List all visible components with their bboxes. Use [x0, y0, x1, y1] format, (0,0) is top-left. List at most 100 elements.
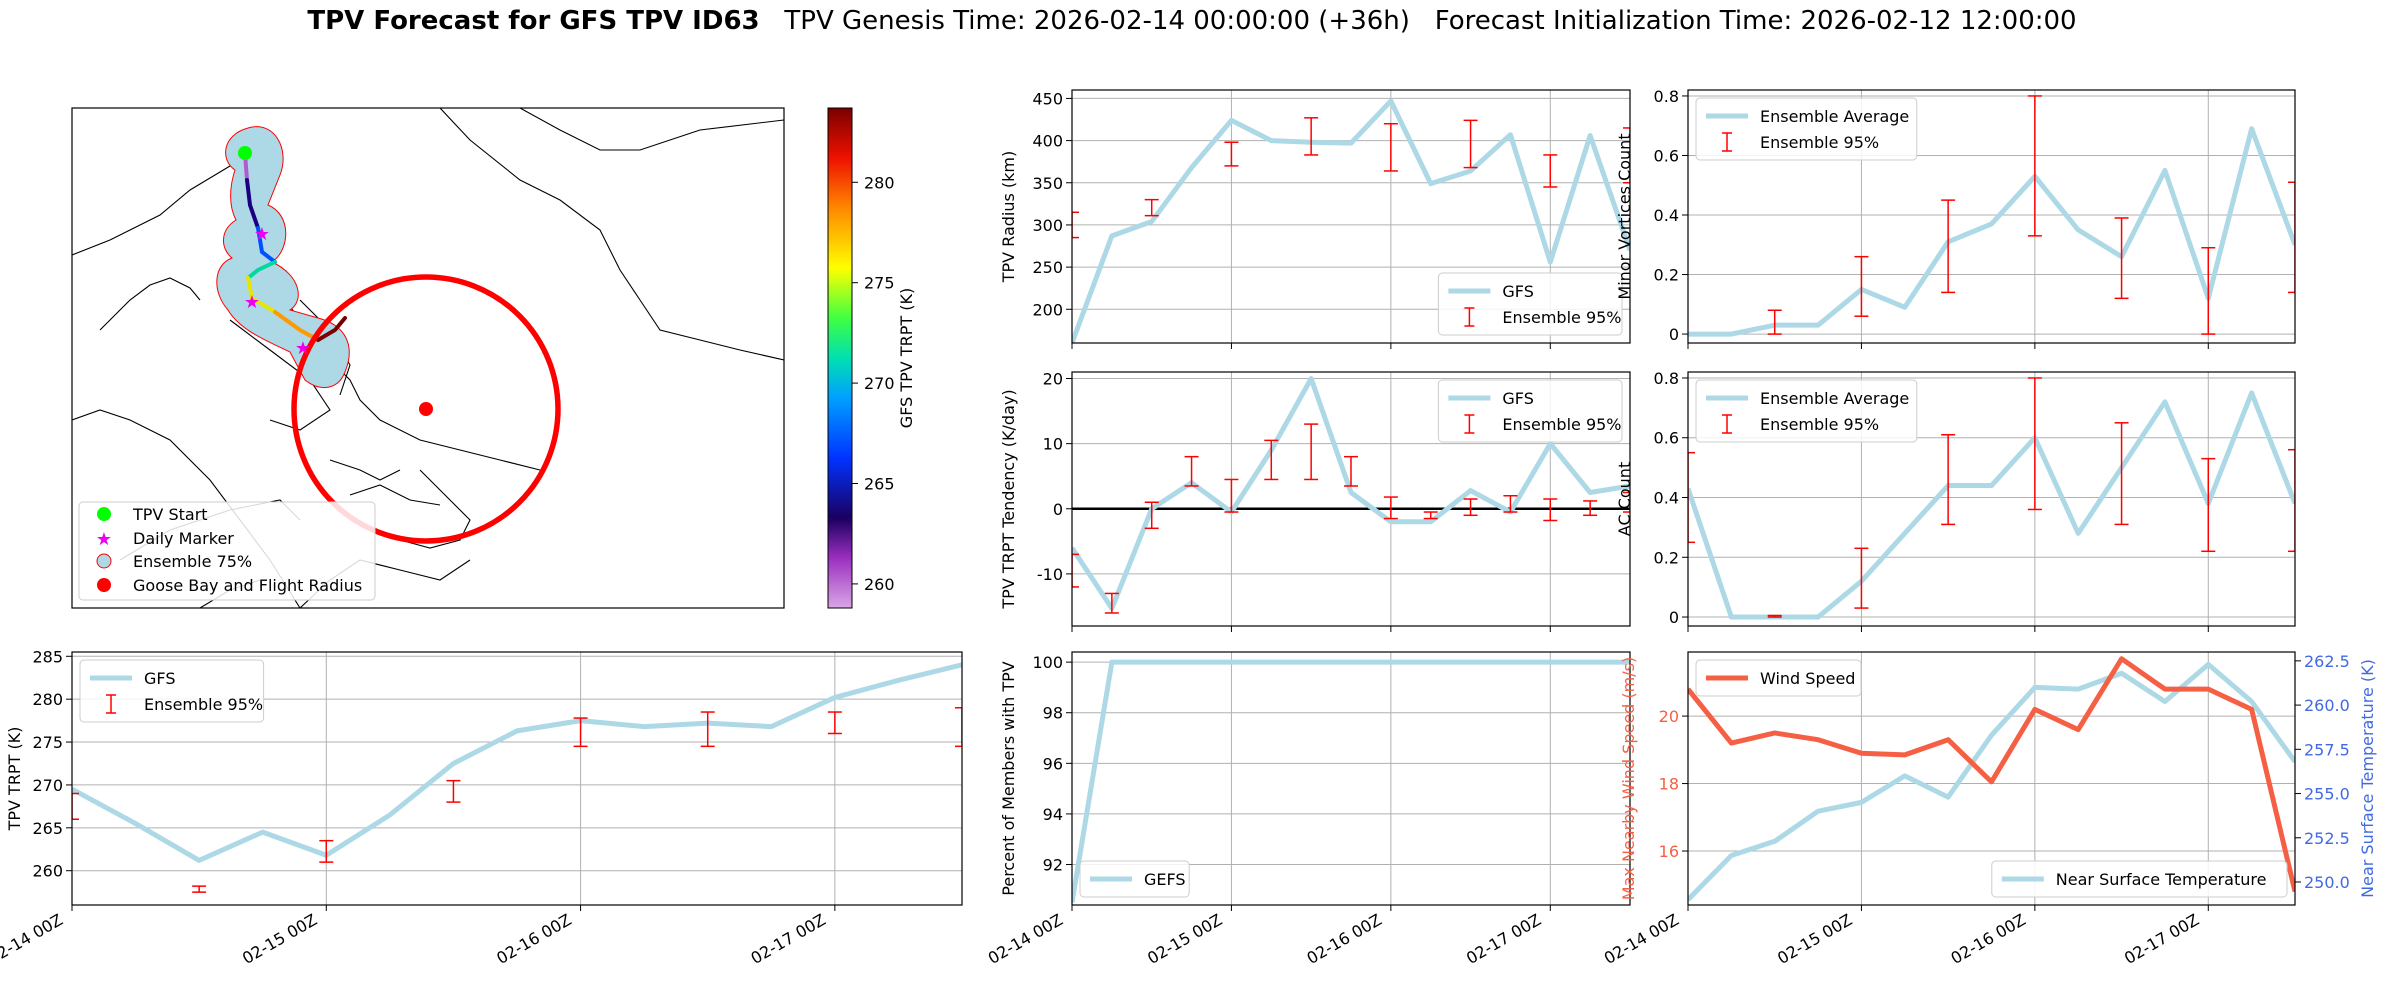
y-axis-label: TPV TRPT Tendency (K/day) [999, 389, 1018, 609]
x-tick-label: 02-14 00Z [1601, 910, 1682, 968]
chart-legend: Wind Speed [1695, 659, 1862, 697]
y-tick-label: 0 [1053, 500, 1063, 519]
x-tick-label: 02-15 00Z [1774, 910, 1855, 968]
chart-legend-box [1079, 860, 1190, 898]
figure-title-rest: TPV Genesis Time: 2026-02-14 00:00:00 (+… [759, 6, 2077, 36]
y-tick-label: 0.6 [1654, 429, 1679, 448]
legend-label: GFS [1502, 282, 1533, 301]
legend-label: GFS [144, 669, 175, 688]
flight-radius-circle [291, 274, 561, 544]
y-tick-label: 0.2 [1654, 266, 1679, 285]
y-tick-label: 265 [32, 819, 63, 838]
y-axis-label: Percent of Members with TPV [999, 661, 1018, 895]
chart-legend: Near Surface Temperature [1991, 860, 2288, 898]
legend-label: Ensemble 95% [1502, 308, 1621, 327]
y-axis-label: TPV TRPT (K) [5, 727, 24, 832]
chart-legend-box [1695, 97, 1918, 161]
y-tick-label: 92 [1043, 856, 1063, 875]
plot-frame [1687, 89, 2296, 344]
y-tick-label: 285 [32, 647, 63, 666]
y2-tick-label: 262.5 [2304, 652, 2350, 671]
colorbar-tick-label: 270 [864, 374, 895, 393]
y-tick-label: 0 [1669, 608, 1679, 627]
y-tick-label: -10 [1037, 565, 1063, 584]
y-tick-label: 0.6 [1654, 146, 1679, 165]
y-tick-label: 0 [1669, 325, 1679, 344]
daily-marker-star: ★ [254, 224, 270, 245]
y-tick-label: 450 [1032, 89, 1063, 108]
y-tick-label: 16 [1659, 842, 1679, 861]
chart-minor: 0 0.2 0.4 0.6 0.8 Minor Vortices Count Ensembl… [1615, 87, 2296, 349]
plot-content [1688, 377, 2295, 620]
y-tick-label: 350 [1032, 174, 1063, 193]
colorbar: 260 265 270 275 280 GFS TPV TRPT (K) [827, 107, 916, 609]
x-tick-label: 02-16 00Z [1304, 910, 1385, 968]
plot-content [1688, 656, 2295, 902]
chart-legend: Ensemble Average Ensemble 95% [1695, 97, 1918, 161]
y-tick-label: 100 [1032, 653, 1063, 672]
y2-tick-label: 250.0 [2304, 873, 2350, 892]
chart-legend: GFS Ensemble 95% [1437, 272, 1623, 336]
map-panel: ★ ★ ★ TPV Start ★ Daily Marker Ensemble … [71, 107, 916, 609]
legend-start-label: TPV Start [132, 505, 208, 524]
x-tick-label: 02-16 00Z [1948, 910, 2029, 968]
y-tick-label: 20 [1043, 370, 1063, 389]
y-axis-label: AC Count [1615, 462, 1634, 536]
y-tick-label: 0.8 [1654, 369, 1679, 388]
legend-label: Ensemble 95% [1502, 415, 1621, 434]
x-tick-label: 02-14 00Z [985, 910, 1066, 968]
x-tick-label: 02-15 00Z [239, 910, 320, 968]
y-tick-label: 96 [1043, 754, 1063, 773]
y-tick-label: 250 [1032, 258, 1063, 277]
chart-legend: Ensemble Average Ensemble 95% [1695, 379, 1918, 443]
chart-legend: GFS Ensemble 95% [79, 659, 265, 723]
y-tick-label: 10 [1043, 435, 1063, 454]
plot-content [72, 662, 962, 893]
legend-ensemble-label: Ensemble 75% [133, 552, 252, 571]
colorbar-ticks: 260 265 270 275 280 [852, 173, 895, 594]
y-tick-label: 20 [1659, 707, 1679, 726]
tpv-start-dot [238, 146, 252, 160]
plot-frame [71, 651, 963, 906]
y2-tick-label: 255.0 [2304, 785, 2350, 804]
x-tick-label: 02-15 00Z [1144, 910, 1225, 968]
x-tick-label: 02-17 00Z [2121, 910, 2202, 968]
y-axis-label: Max Nearby Wind Speed (m/s) [1619, 657, 1638, 900]
y2-axis-label: Near Surface Temperature (K) [2358, 659, 2377, 898]
map-legend-box [78, 501, 376, 601]
y-tick-label: 98 [1043, 704, 1063, 723]
chart-legend-box [1695, 659, 1862, 697]
daily-marker-star: ★ [244, 292, 260, 313]
legend-goose-label: Goose Bay and Flight Radius [133, 576, 362, 595]
legend-label: Near Surface Temperature [2056, 870, 2267, 889]
chart-legend-box [1695, 379, 1918, 443]
y-tick-label: 275 [32, 733, 63, 752]
chart-legend: GEFS [1079, 860, 1190, 898]
y-tick-label: 94 [1043, 805, 1063, 824]
y-tick-label: 0.2 [1654, 548, 1679, 567]
y-tick-label: 400 [1032, 132, 1063, 151]
plot-frame [1071, 89, 1631, 344]
plot-frame [1071, 371, 1631, 627]
x-tick-label: 02-17 00Z [1463, 910, 1544, 968]
colorbar-tick-label: 280 [864, 173, 895, 192]
plot-content [1072, 98, 1630, 343]
y2-tick-label: 257.5 [2304, 740, 2350, 759]
x-tick-label: 02-14 00Z [0, 910, 66, 968]
legend-label: Ensemble 95% [1760, 415, 1879, 434]
map-legend: TPV Start ★ Daily Marker Ensemble 75% Go… [78, 501, 376, 601]
y-tick-label: 270 [32, 776, 63, 795]
legend-label: GFS [1502, 389, 1533, 408]
chart-tendency: -10 0 10 20 TPV TRPT Tendency (K/day) GFS Ense… [999, 370, 1631, 632]
series-line-wind-speed [1688, 656, 2295, 893]
goose-bay-dot [419, 402, 433, 416]
legend-label: Ensemble Average [1760, 107, 1909, 126]
colorbar-ramp [827, 107, 853, 609]
chart-wind: 16 18 20 02-14 00Z 02-15 00Z 02-16 00Z 02-17 0… [1601, 651, 2377, 968]
chart-trpt: 260 265 270 275 280 285 02-14 00Z 02-15 00Z 02-1… [0, 647, 963, 968]
y2-tick-label: 252.5 [2304, 829, 2350, 848]
plot-frame [1071, 651, 1631, 906]
